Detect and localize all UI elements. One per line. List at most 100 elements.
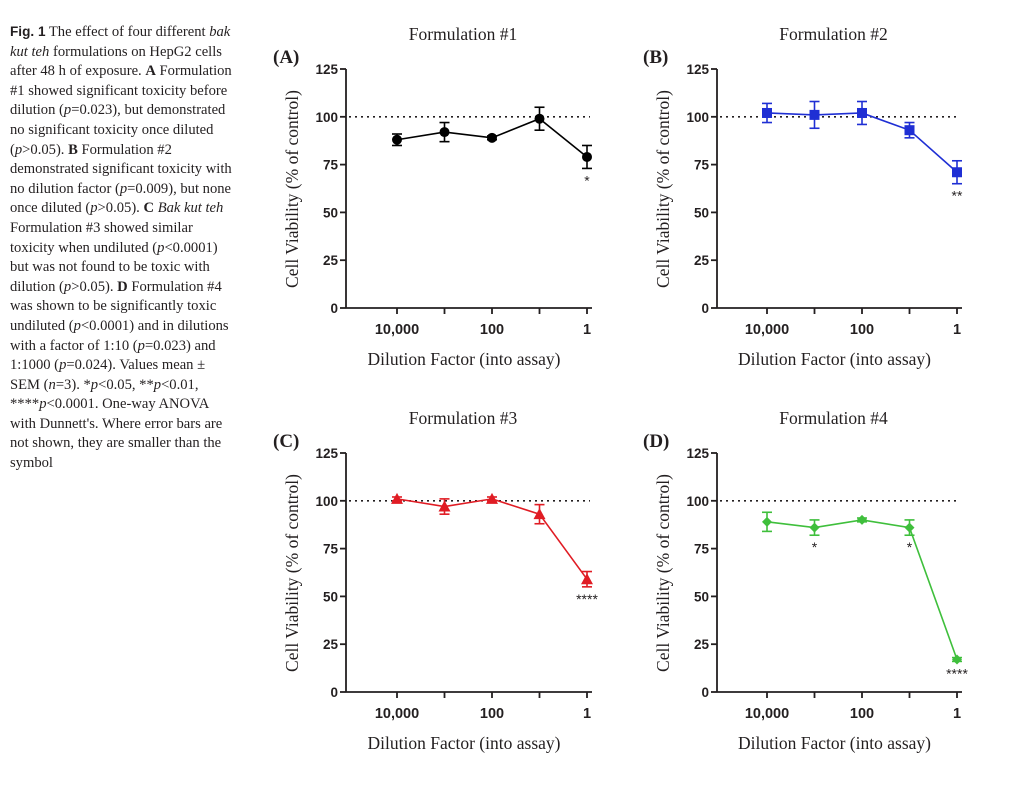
data-point [533, 508, 546, 520]
caption-segment: >0.05). [22, 141, 69, 158]
data-point [581, 573, 593, 585]
y-tick-label: 125 [686, 446, 709, 461]
y-axis-label: Cell Viability (% of control) [282, 474, 302, 672]
caption-segment: Bak kut teh [157, 200, 224, 217]
x-tick-label: 10,000 [745, 322, 789, 338]
data-point [762, 107, 772, 118]
y-axis-label: Cell Viability (% of control) [282, 90, 302, 288]
x-axis-label: Dilution Factor (into assay) [368, 733, 561, 753]
y-tick-label: 50 [694, 205, 709, 220]
significance-marker: ** [952, 188, 963, 204]
y-tick-label: 100 [686, 110, 709, 125]
chart-title: Formulation #1 [409, 24, 517, 44]
caption-segment: Formulation #4 was shown to be significa… [10, 278, 222, 334]
caption-segment: Formulation #3 showed similar toxicity w… [10, 219, 193, 256]
caption-segment: C [143, 200, 155, 217]
data-point [438, 500, 451, 512]
y-axis-label: Cell Viability (% of control) [653, 90, 673, 288]
series-line [766, 519, 958, 660]
data-point [762, 516, 772, 527]
caption-segment: >0.05). [97, 200, 144, 217]
data-point [809, 522, 820, 533]
caption-segment: n [48, 376, 56, 393]
caption-segment: <0.01, **** [10, 376, 199, 413]
data-point [487, 132, 497, 143]
x-tick-label: 1 [953, 322, 961, 338]
y-tick-label: 125 [686, 62, 709, 77]
y-tick-label: 125 [315, 446, 338, 461]
caption-segment: B [68, 141, 78, 158]
x-tick-label: 10,000 [375, 706, 419, 722]
caption-segment: =0.023), but demonstrated no significant… [10, 102, 226, 158]
panel-letter: (A) [273, 47, 299, 68]
panel-letter: (B) [643, 47, 668, 68]
y-tick-label: 75 [323, 158, 339, 173]
caption-segment: Formulation #2 demonstrated significant … [10, 141, 232, 197]
x-tick-label: 100 [480, 706, 504, 722]
chart-title: Formulation #3 [409, 408, 518, 428]
data-point [952, 654, 962, 665]
data-point [857, 107, 867, 118]
y-tick-label: 25 [694, 637, 710, 652]
y-tick-label: 50 [323, 589, 338, 604]
data-point [392, 134, 402, 145]
y-tick-label: 100 [315, 110, 338, 125]
y-tick-label: 0 [330, 301, 338, 316]
figure-caption: Fig. 1 The effect of four different bak … [10, 22, 232, 474]
caption-segment: p [63, 102, 72, 119]
chart-panel-2: (B) Formulation #2 0 25 50 75 100 125 10,000 100 1… [643, 24, 963, 369]
caption-segment: A [145, 63, 156, 80]
caption-segment: p [63, 278, 72, 295]
caption-segment: <0.0001) and in dilutions with a factor … [10, 317, 229, 354]
y-tick-label: 75 [694, 158, 710, 173]
caption-segment: =0.023) and 1:1000 ( [10, 337, 216, 374]
x-tick-label: 10,000 [745, 706, 789, 722]
caption-segment: p [90, 200, 98, 217]
x-tick-label: 1 [583, 322, 591, 338]
y-tick-label: 75 [323, 542, 339, 557]
data-point [952, 167, 962, 178]
x-tick-label: 1 [583, 706, 591, 722]
y-tick-label: 75 [694, 542, 710, 557]
series-line [396, 498, 588, 580]
data-point [439, 127, 450, 138]
caption-segment: bak kut teh [10, 24, 231, 60]
y-axis-label: Cell Viability (% of control) [653, 474, 673, 672]
y-tick-label: 100 [315, 494, 338, 509]
chart-panel-4: (D) Formulation #4 0 25 50 75 100 125 10,000 100 1… [643, 408, 968, 753]
caption-segment: p [157, 239, 165, 256]
y-tick-label: 0 [701, 301, 709, 316]
x-tick-label: 100 [850, 322, 874, 338]
x-axis-label: Dilution Factor (into assay) [738, 733, 931, 753]
x-axis-label: Dilution Factor (into assay) [368, 349, 561, 369]
y-tick-label: 25 [323, 253, 339, 268]
caption-segment: =0.024). Values mean ± SEM ( [10, 357, 206, 393]
caption-segment: p [119, 180, 128, 197]
chart-panel-1: (A) Formulation #1 0 25 50 75 100 125 10,000 100 1… [273, 24, 592, 369]
y-tick-label: 0 [330, 685, 338, 700]
y-tick-label: 50 [323, 205, 338, 220]
panel-letter: (C) [273, 431, 299, 452]
x-tick-label: 1 [953, 706, 961, 722]
significance-marker: **** [576, 591, 598, 607]
caption-figure-label: Fig. 1 [10, 24, 46, 39]
caption-segment: <0.0001) but was not found to be toxic w… [10, 239, 218, 295]
chart-title: Formulation #4 [779, 408, 888, 428]
data-point [904, 125, 915, 136]
chart-panel-3: (C) Formulation #3 0 25 50 75 100 125 10,000 100 1… [273, 408, 598, 753]
data-point [809, 109, 820, 120]
data-point [534, 113, 545, 124]
data-point [904, 522, 915, 533]
y-tick-label: 0 [701, 685, 709, 700]
significance-marker: * [907, 539, 913, 555]
caption-segment: <0.05, ** [98, 376, 154, 393]
significance-marker: **** [946, 665, 968, 681]
data-point [391, 492, 403, 504]
y-tick-label: 125 [315, 62, 338, 77]
caption-segment: p [59, 357, 67, 374]
caption-segment: The effect of four different [45, 24, 210, 40]
x-tick-label: 100 [480, 322, 504, 338]
caption-segment: =3). * [55, 376, 91, 393]
data-point [582, 151, 592, 162]
